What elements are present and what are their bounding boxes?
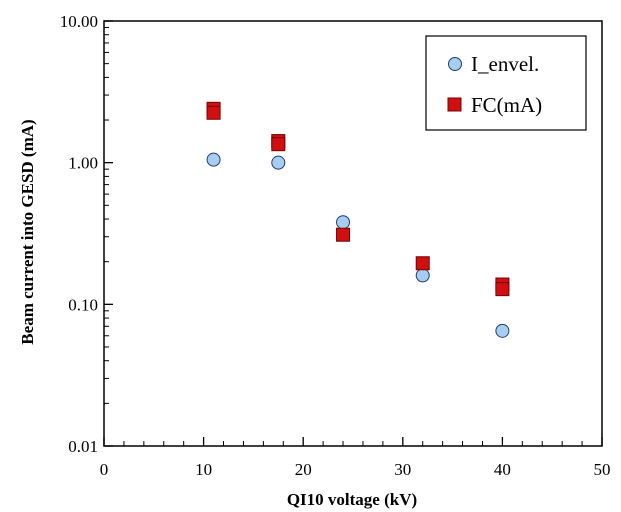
x-tick-label: 50 (594, 460, 611, 479)
legend-marker-i-envel (448, 57, 462, 71)
x-tick-label: 0 (100, 460, 109, 479)
data-point-circle (415, 268, 430, 283)
legend-marker-fc (447, 97, 462, 112)
data-point-circle (271, 155, 286, 170)
data-point-square (336, 227, 351, 242)
series-i-envel (206, 152, 510, 338)
data-point-circle (206, 152, 221, 167)
data-point-circle (495, 323, 510, 338)
y-tick-label: 0.01 (68, 437, 98, 456)
x-axis-title: QI10 voltage (kV) (287, 490, 417, 509)
legend-label-i-envel: I_envel. (471, 52, 539, 76)
legend-label-fc: FC(mA) (471, 93, 542, 117)
data-point-square (271, 137, 286, 152)
x-tick-label: 40 (494, 460, 511, 479)
legend: I_envel. FC(mA) (425, 35, 587, 131)
plot-frame (103, 20, 603, 447)
axes: 0.01 0.10 1.00 10.00 0 10 20 30 40 50 (60, 12, 611, 479)
data-point-square (206, 105, 221, 120)
y-tick-label: 0.10 (68, 295, 98, 314)
data-point-square (495, 282, 510, 297)
x-tick-label: 30 (394, 460, 411, 479)
x-tick-label: 20 (295, 460, 312, 479)
legend-box (425, 35, 587, 131)
series-fc (206, 101, 510, 297)
y-tick-label: 1.00 (68, 154, 98, 173)
x-tick-label: 10 (195, 460, 212, 479)
data-points (206, 101, 510, 338)
data-point-circle (336, 215, 351, 230)
y-tick-label: 10.00 (60, 12, 98, 31)
y-axis-title: Beam current into GESD (mA) (18, 119, 37, 344)
data-point-square (415, 256, 430, 271)
